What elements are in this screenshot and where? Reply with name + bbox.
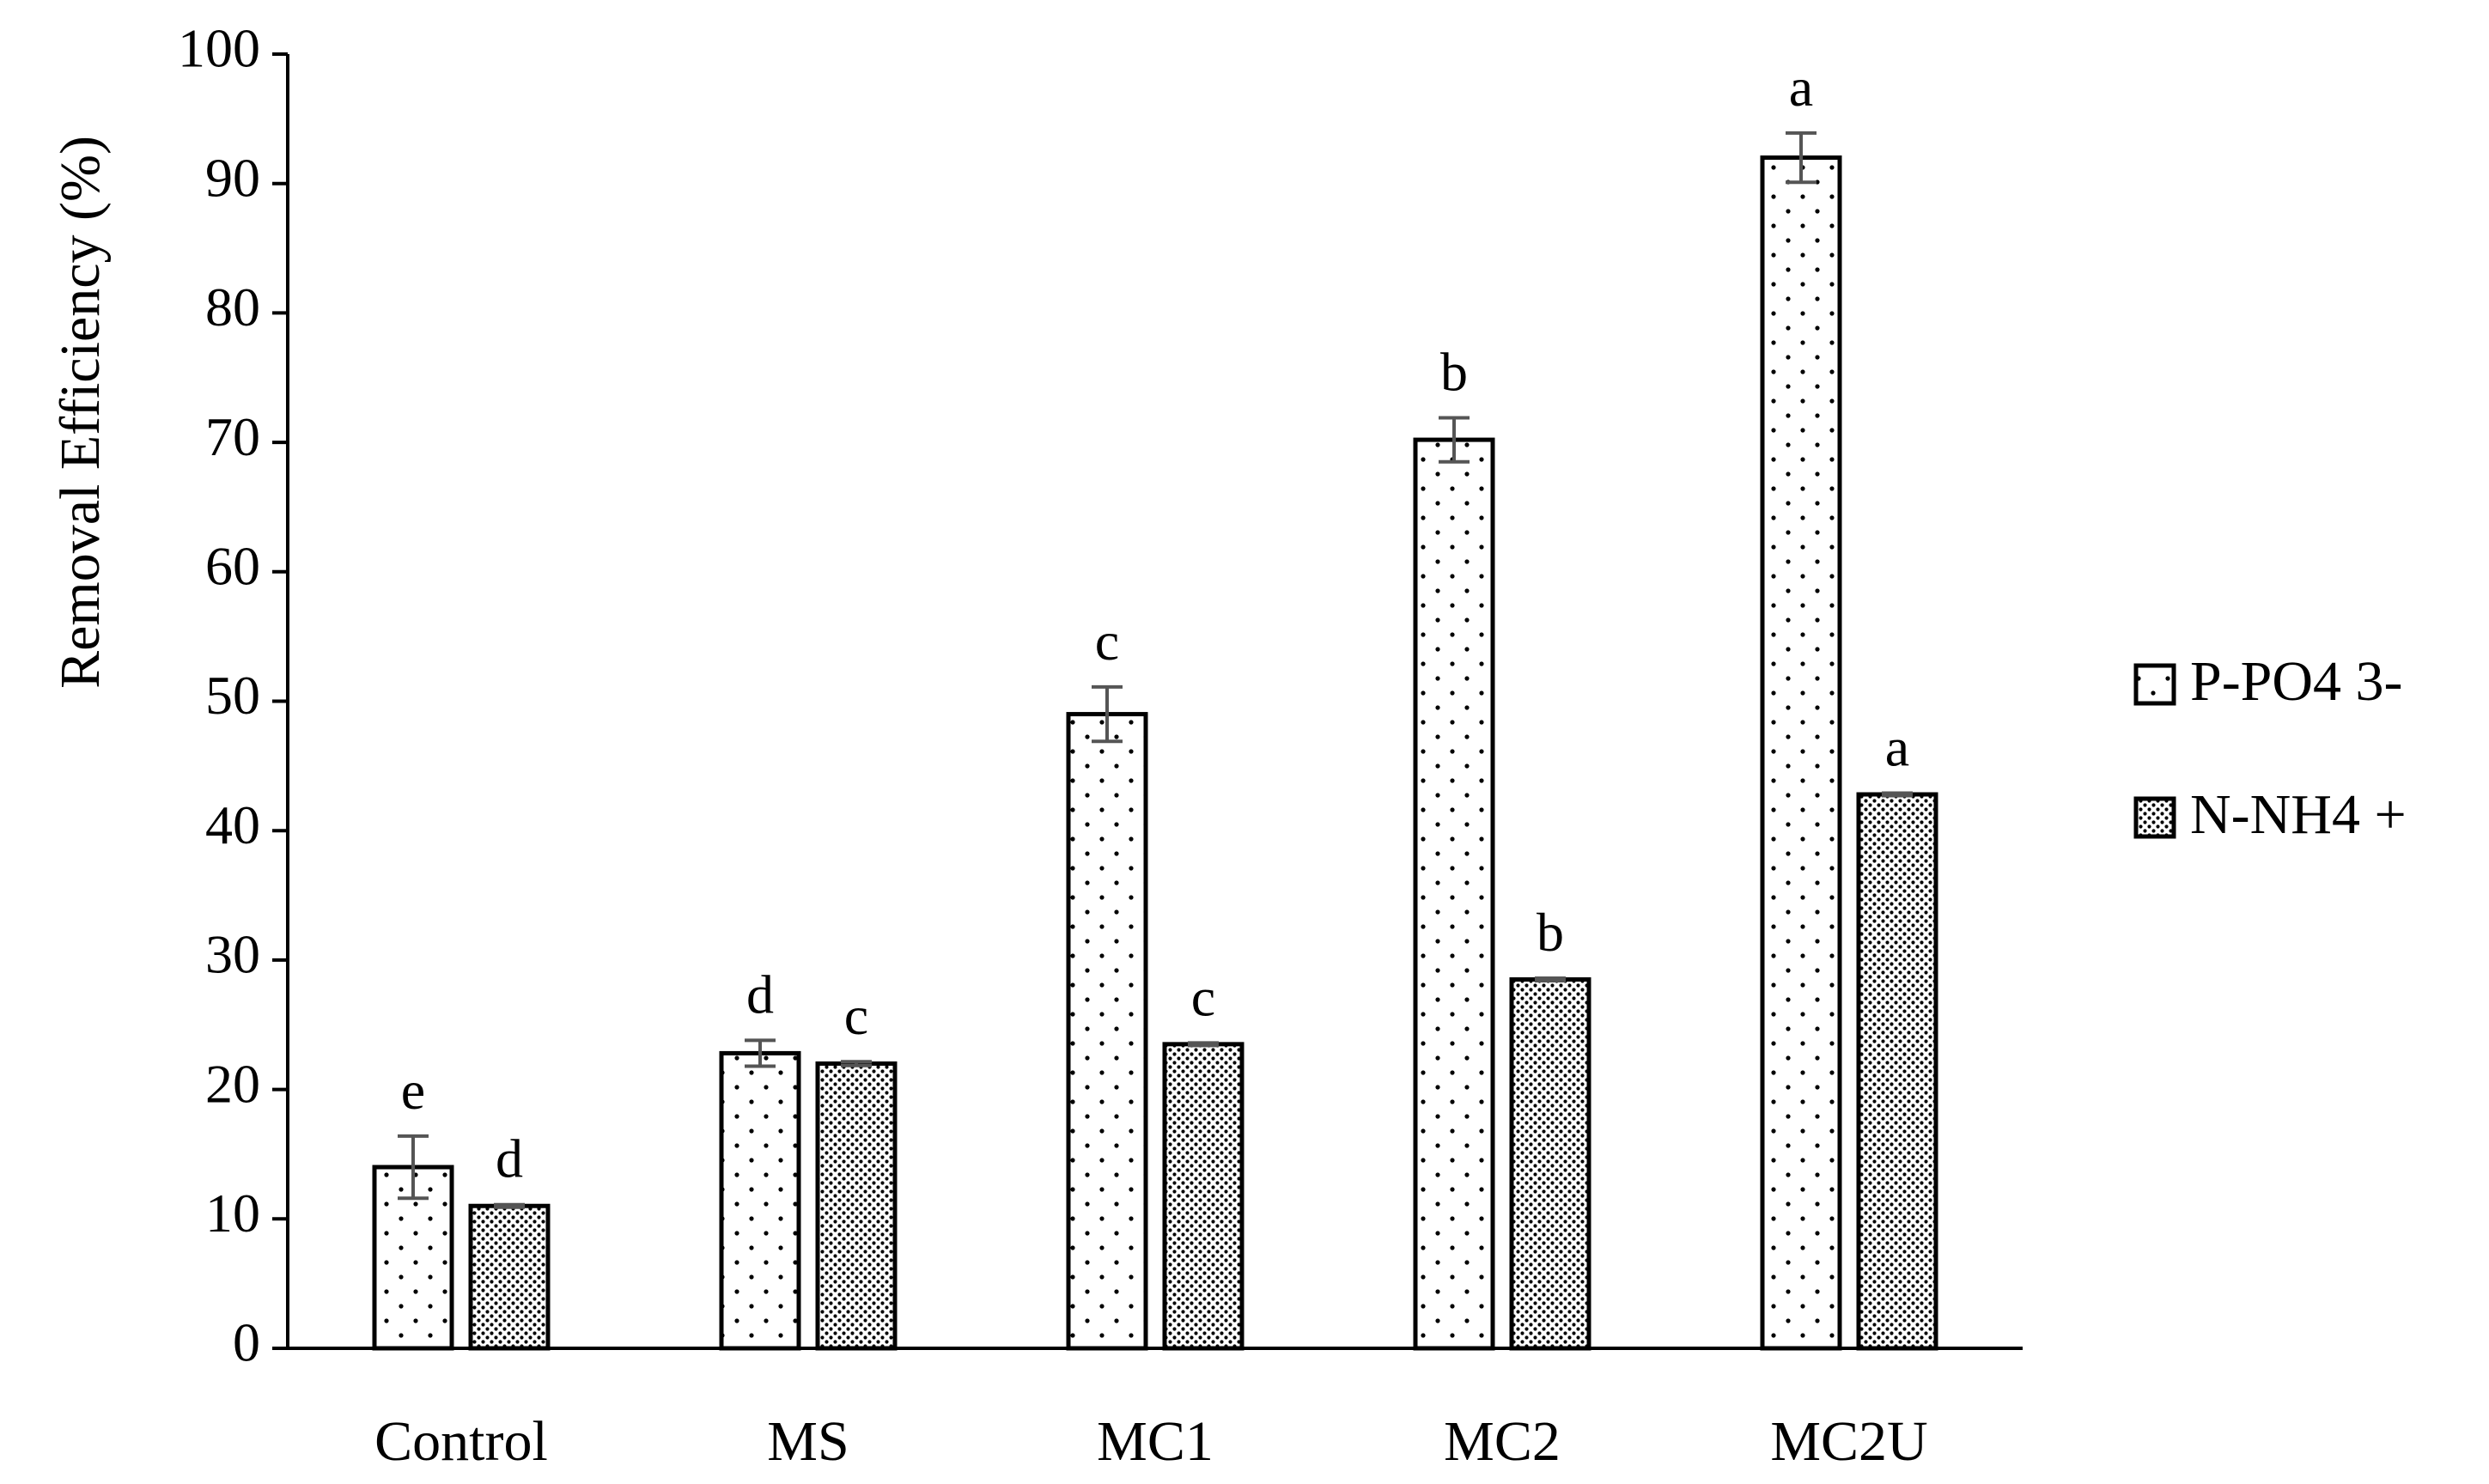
y-tick-label: 20 [205,1053,260,1114]
x-tick-label: MC1 [1097,1410,1214,1473]
legend-label-p-po4: P-PO4 3- [2190,650,2403,713]
bar-n-nh4-mc2u [1856,792,1938,1351]
significance-letter: d [496,1128,523,1189]
legend-swatch-n-nh4 [2133,796,2176,839]
error-bar [745,1038,776,1068]
y-tick-label: 70 [205,406,260,467]
y-tick-label: 60 [205,535,260,596]
y-tick-label: 30 [205,924,260,985]
bar-n-nh4-mc1 [1162,1042,1244,1351]
error-bar [841,1060,872,1067]
x-tick-label: MC2 [1444,1410,1561,1473]
legend-item-p-po4: P-PO4 3- [2133,650,2403,713]
bar-p-po4-ms [719,1050,801,1351]
y-tick-label: 90 [205,147,260,208]
legend: P-PO4 3- N-NH4 + [2133,650,2407,846]
bar-p-po4-mc2 [1413,437,1495,1351]
significance-letter: d [746,964,774,1025]
error-bar [1882,791,1913,798]
significance-letter: a [1789,57,1813,118]
bars: e d d c c c b b a a [372,57,1938,1351]
significance-letter: c [1095,611,1119,672]
error-bar [398,1134,429,1201]
y-axis-title: Removal Efficiency (%) [49,136,112,689]
y-tick-label: 50 [205,665,260,726]
category-labels: Control MS MC1 MC2 MC2U [374,1410,1928,1473]
bar-p-po4-control [372,1165,454,1351]
bar-p-po4-mc1 [1066,712,1148,1351]
x-tick-label: MS [767,1410,849,1473]
error-bar [1092,684,1123,744]
error-bar [494,1202,525,1209]
bar-p-po4-mc2u [1760,155,1842,1351]
significance-letter: b [1537,902,1564,963]
y-tick-label: 10 [205,1183,260,1244]
bar-n-nh4-ms [815,1061,898,1351]
y-tick-label: 0 [233,1312,260,1373]
y-tick-label: 40 [205,794,260,855]
y-axis: 0 10 20 30 40 50 60 70 80 90 100 [178,18,289,1373]
x-tick-label: Control [374,1410,548,1473]
significance-letter: a [1885,716,1909,777]
x-tick-label: MC2U [1770,1410,1927,1473]
significance-letter: c [844,985,868,1046]
y-tick-label: 80 [205,277,260,338]
y-tick-label: 100 [178,18,260,79]
significance-letter: e [401,1060,425,1121]
significance-letter: b [1440,341,1468,402]
legend-label-n-nh4: N-NH4 + [2190,783,2407,846]
legend-item-n-nh4: N-NH4 + [2133,783,2407,846]
bar-n-nh4-mc2 [1509,977,1591,1351]
error-bar [1439,416,1470,464]
error-bar [1188,1041,1219,1048]
bar-n-nh4-control [468,1203,551,1351]
error-bar [1535,976,1566,983]
significance-letter: c [1191,966,1215,1027]
legend-swatch-p-po4 [2133,663,2176,706]
error-bar [1786,131,1817,185]
